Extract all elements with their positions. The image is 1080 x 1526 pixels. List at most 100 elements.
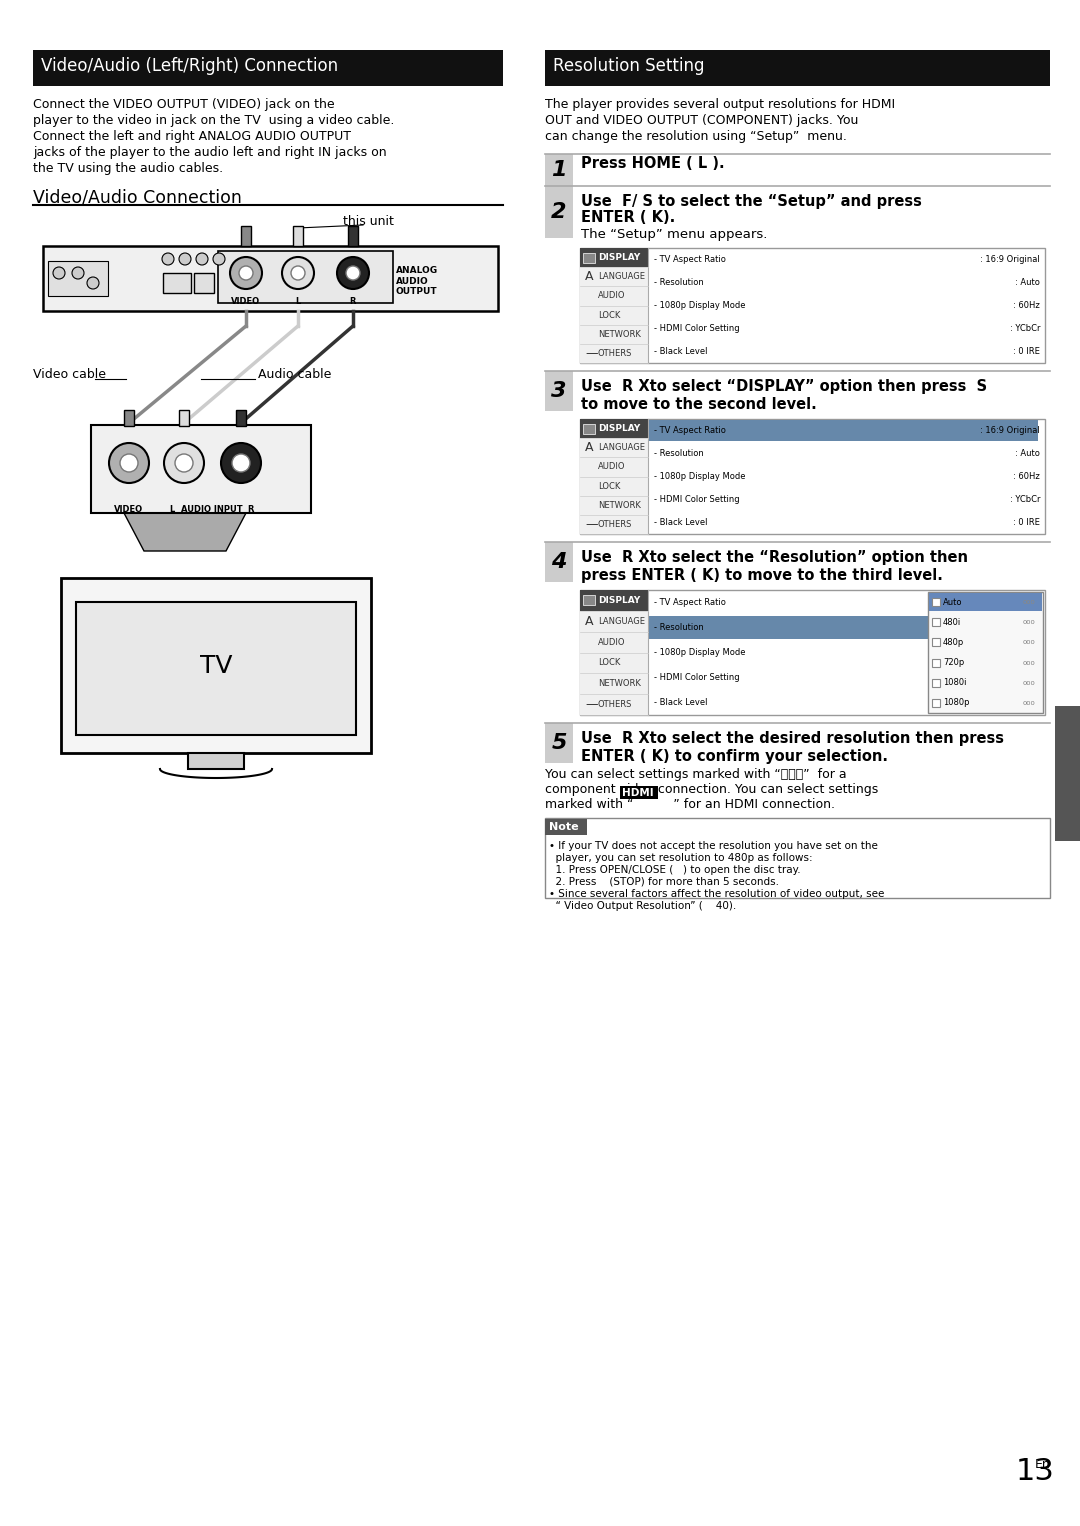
Bar: [580, 591, 648, 610]
Text: Use  R Xto select the desired resolution then press: Use R Xto select the desired resolution …: [581, 731, 1004, 746]
Bar: [545, 186, 573, 238]
Text: L: L: [170, 505, 175, 514]
Circle shape: [72, 267, 84, 279]
Text: OTHERS: OTHERS: [598, 349, 633, 359]
Text: - TV Aspect Ratio: - TV Aspect Ratio: [654, 426, 726, 435]
Text: - Black Level: - Black Level: [654, 346, 707, 356]
Text: Use  F/ S to select the “Setup” and press: Use F/ S to select the “Setup” and press: [581, 194, 922, 209]
Text: OTHERS: OTHERS: [598, 520, 633, 530]
Circle shape: [195, 253, 208, 266]
Bar: [580, 653, 648, 673]
Circle shape: [230, 256, 262, 288]
Circle shape: [175, 455, 193, 472]
Bar: [932, 679, 940, 687]
Text: OTHERS: OTHERS: [598, 700, 633, 710]
Text: - TV Aspect Ratio: - TV Aspect Ratio: [654, 255, 726, 264]
Bar: [580, 591, 1045, 716]
Bar: [241, 226, 251, 246]
Bar: [237, 410, 246, 426]
Text: AUDIO: AUDIO: [598, 462, 625, 472]
Text: R: R: [350, 298, 356, 307]
Bar: [580, 632, 648, 653]
Text: 1: 1: [551, 160, 567, 180]
Circle shape: [232, 455, 249, 472]
Circle shape: [120, 455, 138, 472]
Text: AUDIO: AUDIO: [598, 638, 625, 647]
Text: Video/Audio (Left/Right) Connection: Video/Audio (Left/Right) Connection: [41, 56, 338, 75]
Bar: [580, 476, 648, 496]
Bar: [348, 226, 357, 246]
Text: • Since several factors affect the resolution of video output, see: • Since several factors affect the resol…: [549, 890, 885, 899]
Text: NETWORK: NETWORK: [598, 501, 640, 510]
Circle shape: [87, 278, 99, 288]
Text: Video/Audio Connection: Video/Audio Connection: [33, 188, 242, 206]
Bar: [91, 426, 311, 513]
Circle shape: [221, 443, 261, 484]
Text: VIDEO: VIDEO: [231, 298, 260, 307]
Bar: [194, 273, 214, 293]
Text: jacks of the player to the audio left and right IN jacks on: jacks of the player to the audio left an…: [33, 146, 387, 159]
Bar: [583, 253, 595, 262]
Bar: [179, 410, 189, 426]
Text: En: En: [1035, 1457, 1050, 1471]
Text: ooo: ooo: [1023, 700, 1036, 707]
Text: Auto: Auto: [943, 598, 962, 606]
Bar: [33, 50, 503, 85]
Circle shape: [162, 253, 174, 266]
Circle shape: [164, 443, 204, 484]
Text: marked with “          ” for an HDMI connection.: marked with “ ” for an HDMI connection.: [545, 798, 835, 810]
Text: R: R: [247, 505, 254, 514]
Bar: [580, 610, 648, 632]
Text: The “Setup” menu appears.: The “Setup” menu appears.: [581, 227, 768, 241]
Bar: [620, 786, 658, 800]
Text: A: A: [585, 441, 594, 455]
Text: : 16:9 Original: : 16:9 Original: [981, 426, 1040, 435]
Bar: [932, 598, 940, 606]
Text: - HDMI Color Setting: - HDMI Color Setting: [654, 494, 740, 504]
Text: ANALOG
AUDIO
OUTPUT: ANALOG AUDIO OUTPUT: [396, 266, 438, 296]
Text: NETWORK: NETWORK: [598, 330, 640, 339]
Bar: [163, 273, 191, 293]
Text: ooo: ooo: [1023, 639, 1036, 645]
Text: ooo: ooo: [1023, 620, 1036, 626]
Bar: [124, 410, 134, 426]
Bar: [43, 246, 498, 311]
Bar: [580, 420, 1045, 534]
Text: A: A: [585, 270, 594, 284]
Text: Connect the left and right ANALOG AUDIO OUTPUT: Connect the left and right ANALOG AUDIO …: [33, 130, 351, 143]
Text: : 0 IRE: : 0 IRE: [1013, 346, 1040, 356]
Text: ooo: ooo: [1023, 600, 1036, 606]
Text: 480i: 480i: [943, 618, 961, 627]
Text: player to the video in jack on the TV  using a video cable.: player to the video in jack on the TV us…: [33, 114, 394, 127]
Text: “ Video Output Resolution” (    40).: “ Video Output Resolution” ( 40).: [549, 900, 737, 911]
Bar: [545, 723, 573, 763]
Bar: [293, 226, 303, 246]
Bar: [580, 267, 648, 287]
Circle shape: [337, 256, 369, 288]
Bar: [649, 420, 1038, 441]
Bar: [932, 618, 940, 626]
Text: 13: 13: [1016, 1457, 1055, 1486]
Text: LANGUAGE: LANGUAGE: [598, 443, 645, 452]
Text: LOCK: LOCK: [598, 658, 620, 667]
Text: - 1080p Display Mode: - 1080p Display Mode: [654, 301, 745, 310]
Bar: [580, 249, 648, 267]
Text: : YCb: : YCb: [1018, 673, 1040, 682]
Bar: [545, 819, 588, 835]
Bar: [218, 250, 393, 304]
Text: - Black Level: - Black Level: [654, 697, 707, 707]
Text: Video cable: Video cable: [33, 368, 106, 382]
Text: ooo: ooo: [1023, 679, 1036, 685]
Text: player, you can set resolution to 480p as follows:: player, you can set resolution to 480p a…: [549, 853, 812, 864]
Bar: [188, 752, 244, 769]
Text: Use  R Xto select the “Resolution” option then: Use R Xto select the “Resolution” option…: [581, 549, 968, 565]
Bar: [580, 325, 648, 343]
Text: - HDMI Color Setting: - HDMI Color Setting: [654, 324, 740, 333]
Bar: [932, 699, 940, 707]
Bar: [929, 594, 1042, 612]
Text: - Resolution: - Resolution: [654, 449, 704, 458]
Text: AUDIO INPUT: AUDIO INPUT: [181, 505, 243, 514]
Text: NETWORK: NETWORK: [598, 679, 640, 688]
Text: : 0 I: : 0 I: [1024, 697, 1040, 707]
Text: the TV using the audio cables.: the TV using the audio cables.: [33, 162, 224, 175]
